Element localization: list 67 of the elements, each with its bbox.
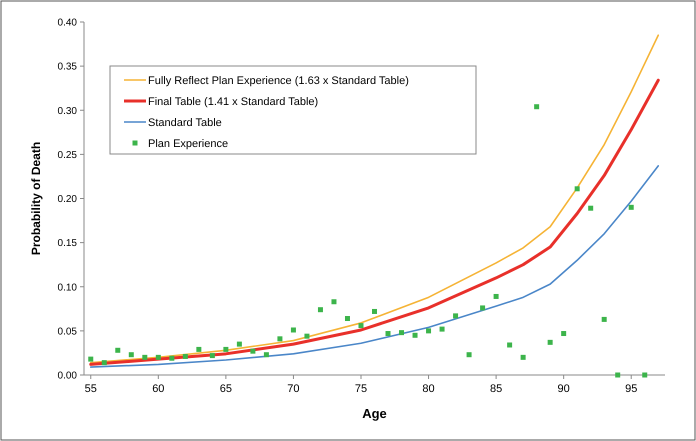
point: [399, 330, 404, 336]
point: [156, 354, 161, 360]
point: [588, 206, 594, 211]
point: [628, 204, 634, 210]
x-tick-label: 95: [625, 383, 638, 395]
point: [128, 352, 134, 358]
point: [236, 342, 242, 347]
point: [372, 308, 377, 314]
point: [386, 331, 391, 336]
y-tick-label: 0.35: [58, 62, 78, 73]
point: [466, 352, 472, 358]
point: [264, 352, 269, 358]
y-tick-label: 0.40: [58, 18, 78, 28]
point: [102, 360, 107, 366]
y-tick-label: 0.10: [58, 282, 78, 294]
point: [548, 340, 553, 345]
x-tick-label: 85: [490, 383, 502, 395]
point: [142, 354, 148, 360]
point: [169, 356, 174, 361]
point: [426, 328, 432, 334]
point: [480, 305, 486, 310]
x-tick-label: 90: [558, 383, 570, 395]
point: [507, 342, 512, 348]
line-series: [90, 165, 660, 368]
point: [115, 348, 120, 353]
x-tick-label: 55: [84, 383, 97, 395]
point: [196, 346, 202, 352]
legend-label: Plan Experience: [148, 138, 228, 150]
point: [358, 323, 364, 328]
point: [602, 316, 607, 322]
point: [290, 327, 296, 332]
legend-label: Fully Reflect Plan Experience (1.63 x Standard Table): [148, 74, 409, 87]
y-tick-label: 0.20: [58, 194, 78, 205]
x-tick-label: 70: [287, 383, 300, 395]
x-axis-title: Age: [362, 406, 387, 421]
point: [561, 331, 566, 336]
legend-label: Standard Table: [148, 116, 222, 129]
point: [223, 346, 228, 352]
point: [453, 313, 458, 318]
x-tick-label: 60: [152, 383, 164, 395]
point: [331, 299, 336, 304]
point: [277, 336, 282, 342]
point: [250, 348, 256, 354]
point: [494, 294, 499, 299]
y-tick-label: 0.00: [58, 370, 78, 382]
point: [182, 354, 188, 359]
y-tick-label: 0.30: [58, 106, 78, 117]
legend-label: Final Table (1.41 x Standard Table): [148, 96, 318, 108]
point: [304, 334, 310, 339]
point: [412, 332, 418, 338]
point: [642, 372, 648, 378]
y-axis-title: Probability of Death: [29, 142, 43, 256]
point: [574, 186, 580, 192]
point: [88, 356, 94, 362]
x-tick-label: 65: [220, 383, 232, 395]
x-tick-label: 75: [354, 383, 368, 395]
x-tick-label: 80: [422, 383, 435, 395]
point: [440, 326, 445, 332]
point: [344, 316, 350, 322]
point: [534, 104, 540, 110]
y-tick-label: 0.15: [58, 238, 78, 250]
point: [520, 354, 526, 360]
y-tick-label: 0.05: [58, 326, 78, 338]
point: [210, 353, 215, 358]
point: [318, 307, 323, 312]
point: [615, 372, 620, 378]
y-tick-label: 0.25: [58, 150, 78, 161]
